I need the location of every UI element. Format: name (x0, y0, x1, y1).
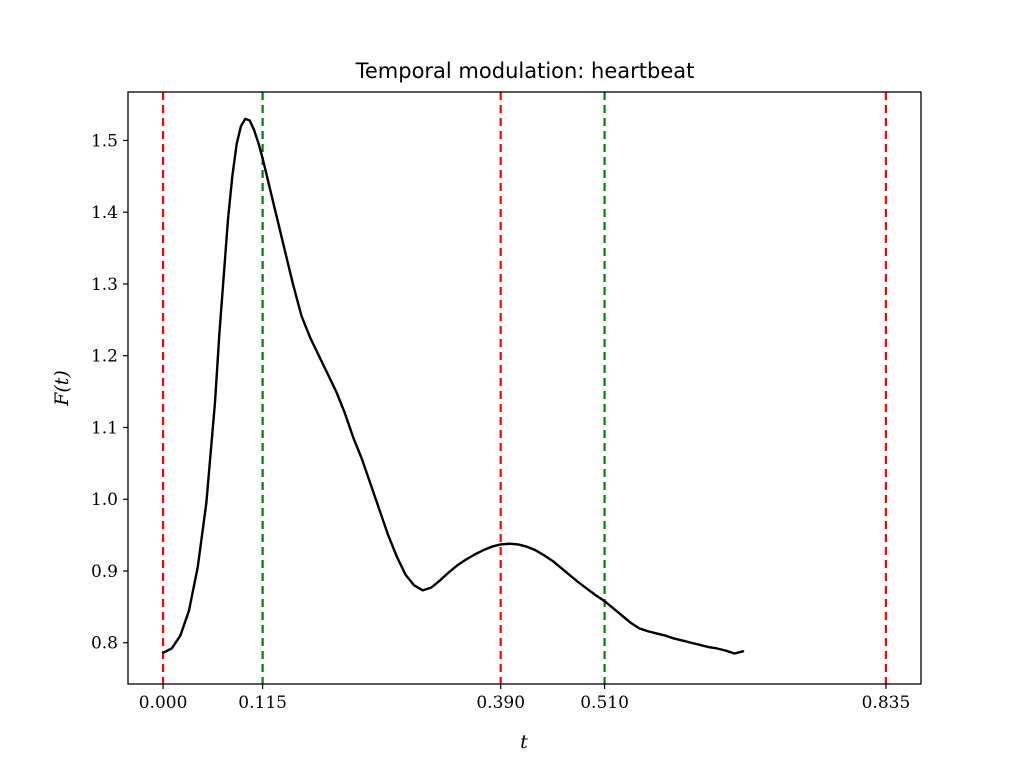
chart-title: Temporal modulation: heartbeat (355, 59, 695, 83)
y-tick-label-7: 1.5 (91, 131, 118, 151)
y-tick-label-3: 1.1 (91, 418, 118, 438)
x-axis-label: t (520, 731, 528, 753)
plot-frame (127, 91, 922, 685)
y-tick-label-2: 1.0 (91, 490, 118, 510)
x-tick-label-3: 0.510 (580, 693, 629, 713)
x-tick-label-0: 0.000 (139, 693, 188, 713)
y-tick-label-6: 1.4 (91, 203, 118, 223)
y-tick-label-4: 1.2 (91, 347, 118, 367)
series-line-0 (161, 117, 745, 655)
x-tick-label-1: 0.115 (238, 693, 287, 713)
y-axis-label: F(t) (51, 370, 73, 407)
y-tick-label-1: 0.9 (91, 562, 118, 582)
x-axis-ticks: 0.000 0.115 0.390 0.510 0.835 (139, 684, 911, 713)
vertical-markers (161, 92, 888, 684)
y-tick-label-0: 0.8 (91, 634, 118, 654)
y-axis-ticks: 0.8 0.9 1.0 1.1 1.2 1.3 1.4 1.5 (91, 131, 128, 654)
data-series (161, 117, 745, 655)
x-tick-label-4: 0.835 (862, 693, 911, 713)
y-tick-label-5: 1.3 (91, 275, 118, 295)
x-tick-label-2: 0.390 (476, 693, 525, 713)
